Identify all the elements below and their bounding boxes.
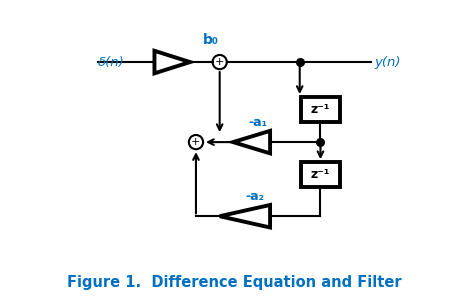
Text: -a₂: -a₂: [246, 190, 265, 203]
Text: +: +: [215, 57, 224, 67]
Text: b₀: b₀: [203, 33, 219, 47]
Text: y(n): y(n): [374, 56, 401, 69]
Text: z⁻¹: z⁻¹: [311, 103, 330, 116]
Text: -a₁: -a₁: [249, 116, 268, 129]
Text: Figure 1.  Difference Equation and Filter: Figure 1. Difference Equation and Filter: [67, 275, 402, 291]
Text: z⁻¹: z⁻¹: [311, 168, 330, 181]
Bar: [301, 162, 340, 187]
Bar: [301, 97, 340, 122]
Text: +: +: [191, 137, 201, 147]
Text: δ(n): δ(n): [98, 56, 125, 69]
